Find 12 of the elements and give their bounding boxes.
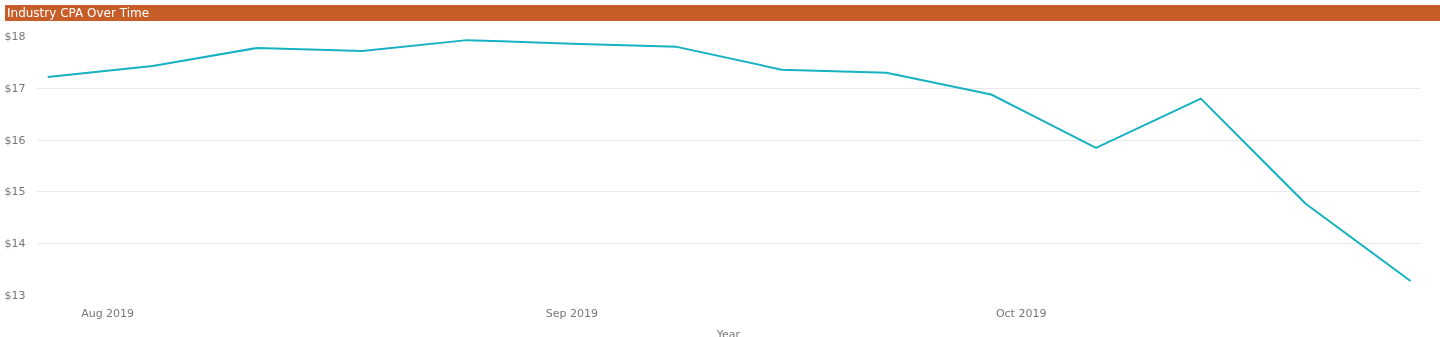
x-tick-label: Sep 2019 [545,306,598,320]
y-tick-label: $15 [4,185,26,199]
y-tick-label: $16 [4,133,26,147]
y-tick-label: $18 [4,30,26,43]
x-tick-label: Aug 2019 [81,306,135,320]
y-tick-label: $13 [4,289,26,302]
line-series [46,39,1412,282]
x-axis-title: Year [715,327,741,337]
x-tick-label: Oct 2019 [995,306,1047,320]
y-tick-label: $17 [4,81,26,95]
y-tick-label: $14 [4,237,26,251]
chart-title: Industry CPA Over Time [7,5,150,21]
